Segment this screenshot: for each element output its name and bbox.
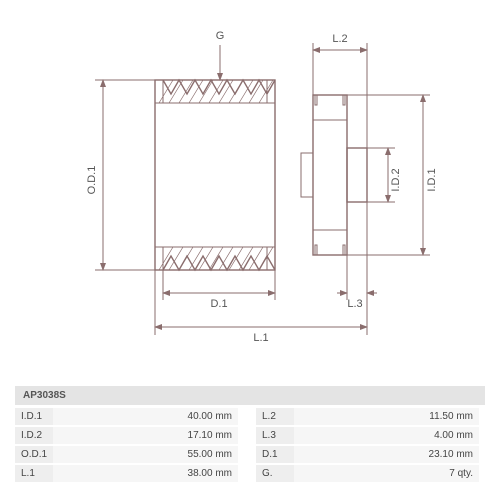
svg-text:I.D.1: I.D.1 xyxy=(426,168,438,191)
spec-value: 40.00 mm xyxy=(53,408,238,425)
dim-d1: D.1 xyxy=(163,270,275,310)
svg-text:L.1: L.1 xyxy=(253,332,268,344)
spec-value: 17.10 mm xyxy=(53,427,238,444)
spec-table: AP3038S I.D.1 40.00 mm L.2 11.50 mm I.D.… xyxy=(15,386,485,484)
table-row: L.1 38.00 mm G. 7 qty. xyxy=(15,465,485,482)
dim-id2: I.D.2 xyxy=(367,148,402,202)
dim-l2: L.2 xyxy=(313,33,367,148)
svg-text:D.1: D.1 xyxy=(210,298,227,310)
spec-value: 11.50 mm xyxy=(294,408,479,425)
spec-label: I.D.2 xyxy=(15,427,53,444)
dim-g: G xyxy=(216,30,225,80)
spec-value: 23.10 mm xyxy=(294,446,479,463)
dim-od1: O.D.1 xyxy=(86,80,155,270)
spec-value: 38.00 mm xyxy=(53,465,238,482)
part-number: AP3038S xyxy=(15,386,485,405)
svg-text:G: G xyxy=(216,30,225,42)
spec-label: L.2 xyxy=(256,408,294,425)
dim-l1: L.1 xyxy=(155,202,367,344)
spec-label: D.1 xyxy=(256,446,294,463)
spec-value: 7 qty. xyxy=(294,465,479,482)
spec-label: L.3 xyxy=(256,427,294,444)
spec-label: L.1 xyxy=(15,465,53,482)
svg-text:I.D.2: I.D.2 xyxy=(390,168,402,191)
dim-l3: L.3 xyxy=(337,202,377,310)
spec-label: G. xyxy=(256,465,294,482)
spec-label: I.D.1 xyxy=(15,408,53,425)
svg-text:L.3: L.3 xyxy=(347,298,362,310)
svg-text:L.2: L.2 xyxy=(332,33,347,45)
table-row: O.D.1 55.00 mm D.1 23.10 mm xyxy=(15,446,485,463)
technical-drawing: O.D.1 I.D.1 I.D.2 D.1 L.1 L.2 xyxy=(55,25,455,365)
pulley-right-view xyxy=(301,95,367,255)
svg-text:O.D.1: O.D.1 xyxy=(86,166,98,195)
spec-value: 4.00 mm xyxy=(294,427,479,444)
spec-label: O.D.1 xyxy=(15,446,53,463)
spec-value: 55.00 mm xyxy=(53,446,238,463)
table-row: I.D.1 40.00 mm L.2 11.50 mm xyxy=(15,408,485,425)
table-row: I.D.2 17.10 mm L.3 4.00 mm xyxy=(15,427,485,444)
pulley-left-view xyxy=(155,80,275,270)
